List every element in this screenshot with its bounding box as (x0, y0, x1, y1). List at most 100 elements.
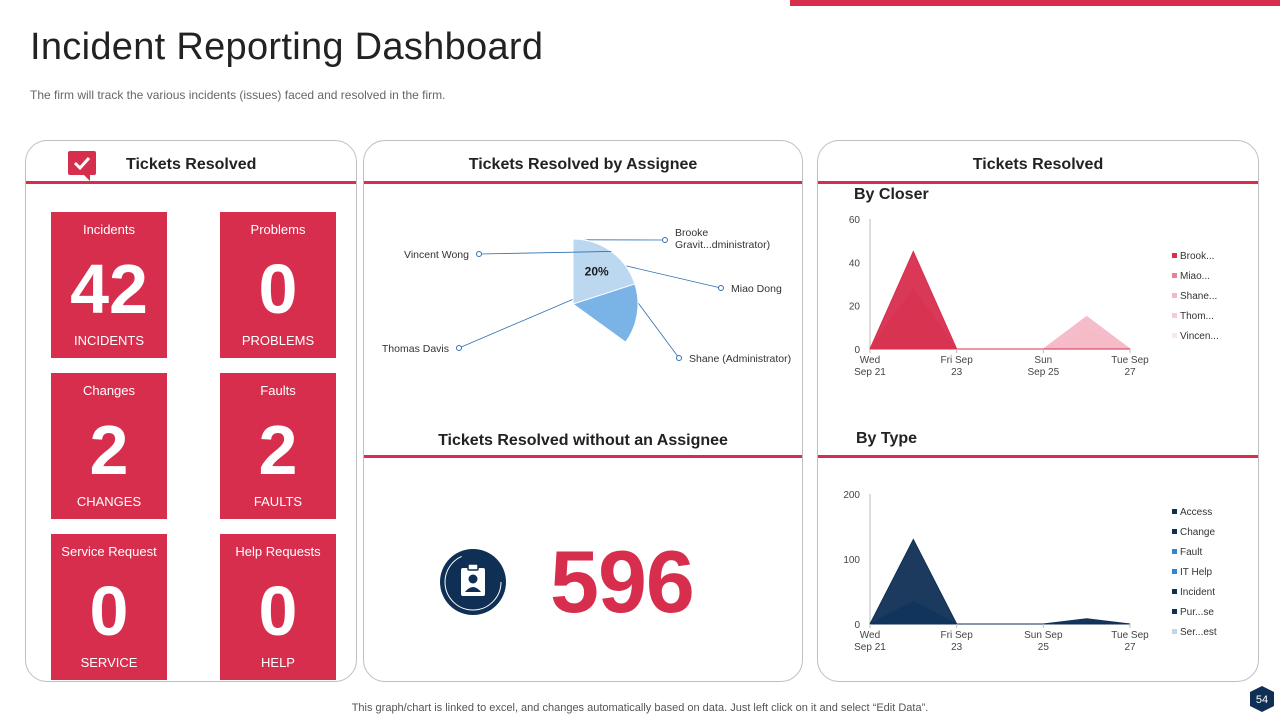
area-series (869, 538, 1131, 625)
card-title: Tickets Resolved (972, 156, 1104, 173)
pie-leader-line (625, 265, 722, 289)
pie-leader-dot (476, 251, 482, 257)
tile-label: Problems (250, 222, 306, 237)
legend-swatch (1172, 629, 1177, 634)
y-tick-label: 200 (843, 490, 860, 501)
legend-entry: Shane... (1180, 291, 1217, 302)
checkmark-icon (68, 151, 96, 181)
x-tick-label: Sun (1034, 355, 1052, 366)
legend-swatch (1172, 609, 1177, 614)
card-header (818, 141, 1258, 184)
tile-caption: PROBLEMS (241, 333, 315, 348)
legend-entry: Brook... (1180, 251, 1214, 262)
faults-tile[interactable]: Faults 2 FAULTS (220, 373, 336, 519)
legend-swatch (1172, 293, 1177, 298)
footer-note: This graph/chart is linked to excel, and… (351, 702, 929, 714)
tile-label: Faults (260, 383, 296, 398)
card-header (26, 141, 356, 184)
page-number-badge: 54 (1249, 686, 1275, 712)
legend-entry: Access (1180, 507, 1212, 518)
x-tick-label: Sep 25 (1027, 367, 1059, 378)
page-number: 54 (1256, 694, 1268, 706)
assignee-card: Tickets Resolved by Assignee Tickets Res… (363, 140, 803, 682)
pie-category-label: Miao Dong (731, 283, 782, 295)
x-tick-label: 27 (1124, 642, 1136, 653)
legend-swatch (1172, 569, 1177, 574)
pie-data-label: 20% (585, 264, 609, 278)
x-tick-label: 23 (951, 367, 963, 378)
problems-tile[interactable]: Problems 0 PROBLEMS (220, 212, 336, 358)
id-badge-icon (438, 548, 508, 618)
tile-label: Incidents (82, 222, 136, 237)
tile-label: Help Requests (235, 544, 321, 559)
card-title: Tickets Resolved (126, 156, 257, 173)
legend-entry: IT Help (1180, 567, 1212, 578)
x-tick-label: Tue Sep (1111, 355, 1149, 366)
service-request-tile[interactable]: Service Request 0 SERVICE (51, 534, 167, 680)
tile-value: 0 (258, 572, 298, 650)
legend-entry: Pur...se (1180, 607, 1214, 618)
tile-caption: CHANGES (76, 494, 142, 509)
tile-caption: HELP (261, 655, 295, 670)
pie-leader-dot (718, 285, 724, 291)
legend-entry: Ser...est (1180, 627, 1217, 638)
tile-label: Service Request (61, 544, 157, 559)
page-title: Incident Reporting Dashboard (30, 26, 544, 68)
x-tick-label: Fri Sep (941, 630, 974, 641)
x-tick-label: Wed (860, 355, 880, 366)
area-series (869, 250, 1130, 350)
pie-leader-dot (676, 355, 682, 361)
legend-entry: Change (1180, 527, 1215, 538)
pie-category-label: Brooke Gravit...dministrator) (675, 227, 770, 251)
legend-swatch (1172, 529, 1177, 534)
x-tick-label: Wed (860, 630, 880, 641)
divider (818, 455, 1258, 458)
accent-bar (790, 0, 1280, 6)
pie-leader-dot (456, 345, 462, 351)
divider (364, 455, 802, 458)
changes-tile[interactable]: Changes 2 CHANGES (51, 373, 167, 519)
page-subtitle: The firm will track the various incident… (30, 88, 446, 102)
tile-value: 2 (89, 411, 129, 489)
by-type-title: By Type (856, 430, 918, 447)
x-tick-label: Tue Sep (1111, 630, 1149, 641)
pie-category-label: Vincent Wong (404, 249, 469, 261)
legend-entry: Vincen... (1180, 331, 1219, 342)
x-tick-label: Sep 21 (854, 367, 886, 378)
x-tick-label: 27 (1124, 367, 1136, 378)
x-tick-label: Sep 21 (854, 642, 886, 653)
legend-swatch (1172, 333, 1177, 338)
x-tick-label: 25 (1038, 642, 1050, 653)
pie-category-label: Shane (Administrator) (689, 353, 791, 365)
y-tick-label: 60 (849, 215, 861, 226)
tile-caption: INCIDENTS (73, 333, 145, 348)
card-header (364, 141, 802, 184)
tile-value: 0 (89, 572, 129, 650)
unassigned-count: 596 (550, 532, 695, 631)
incidents-tile[interactable]: Incidents 42 INCIDENTS (51, 212, 167, 358)
legend-entry: Thom... (1180, 311, 1214, 322)
pie-leader-line (478, 251, 612, 255)
tile-value: 2 (258, 411, 298, 489)
legend-swatch (1172, 589, 1177, 594)
y-tick-label: 20 (849, 302, 861, 313)
by-closer-title: By Closer (854, 186, 929, 203)
x-tick-label: 23 (951, 642, 963, 653)
legend-entry: Fault (1180, 547, 1202, 558)
tile-caption: SERVICE (80, 655, 138, 670)
legend-swatch (1172, 509, 1177, 514)
card-title: Tickets Resolved by Assignee (468, 156, 698, 173)
x-tick-label: Sun Sep (1024, 630, 1063, 641)
pie-leader-dot (662, 237, 668, 243)
help-requests-tile[interactable]: Help Requests 0 HELP (220, 534, 336, 680)
unassigned-title: Tickets Resolved without an Assignee (438, 432, 728, 449)
y-tick-label: 0 (854, 345, 860, 356)
legend-swatch (1172, 549, 1177, 554)
tile-caption: FAULTS (253, 494, 303, 509)
pie-category-label: Thomas Davis (382, 343, 449, 355)
y-tick-label: 100 (843, 555, 860, 566)
legend-swatch (1172, 253, 1177, 258)
